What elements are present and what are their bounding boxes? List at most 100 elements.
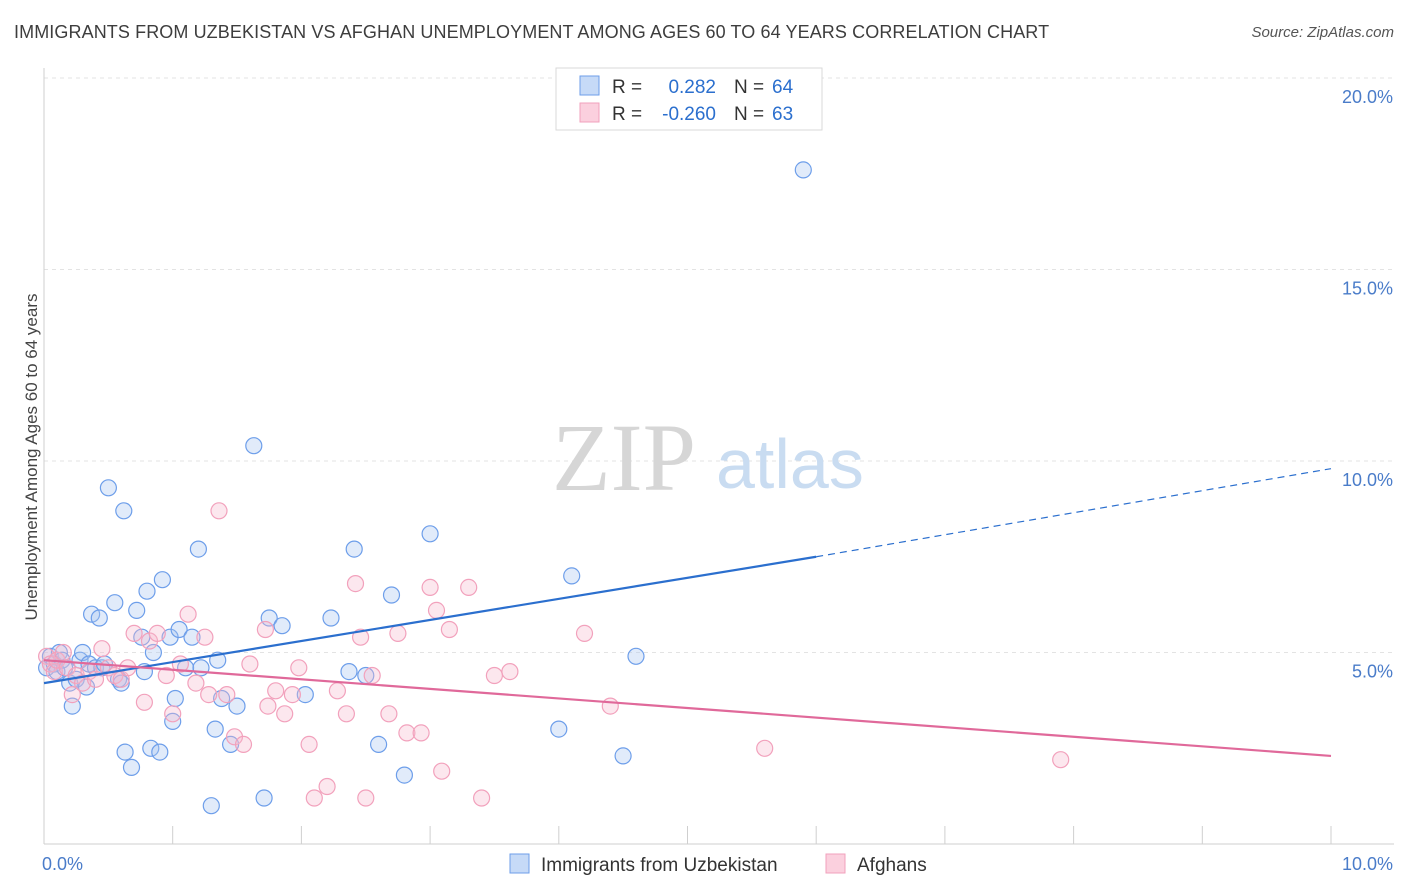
uzbekistan-point: [794, 161, 812, 179]
legend-r-value-1: 0.282: [668, 77, 716, 98]
uzbekistan-point: [122, 758, 141, 777]
uzbekistan-point: [322, 609, 340, 627]
afghan-point: [93, 640, 111, 658]
afghan-point: [290, 659, 308, 677]
afghan-point: [135, 693, 153, 711]
bottom-legend-label-afghans: Afghans: [857, 855, 927, 876]
afghan-point: [300, 735, 318, 754]
legend-n-label-1: N =: [734, 77, 764, 98]
afghan-point: [63, 685, 81, 704]
y-tick-label: 20.0%: [1342, 87, 1393, 107]
afghan-point: [1052, 751, 1070, 769]
axes: [43, 68, 1394, 845]
y-tick-label: 15.0%: [1342, 279, 1393, 299]
afghan-point: [427, 601, 446, 620]
afghan-point: [125, 624, 143, 643]
uzbekistan-point: [183, 628, 201, 646]
legend-box: [555, 67, 823, 131]
uzbekistan-point: [138, 582, 156, 600]
uzbekistan-point: [90, 609, 108, 627]
uzbekistan-point: [370, 735, 388, 754]
legend-r-label-1: R =: [612, 77, 642, 98]
watermark-atlas: atlas: [716, 425, 864, 503]
uzbekistan-point: [192, 659, 210, 677]
afghan-point: [352, 628, 370, 646]
afghan-point: [337, 705, 355, 723]
uzbekistan-point: [614, 747, 632, 765]
afghan-point: [276, 705, 294, 723]
uzbekistan-point: [99, 479, 118, 497]
afghan-point: [164, 705, 182, 723]
uzbekistan-point: [151, 743, 169, 761]
legend-n-value-1: 64: [772, 77, 794, 98]
uzbekistan-point: [245, 437, 263, 455]
y-tick-label: 5.0%: [1352, 662, 1393, 682]
legend-r-value-2: -0.260: [662, 104, 716, 125]
uzbekistan-point: [345, 540, 363, 558]
y-axis-label: Unemployment Among Ages 60 to 64 years: [22, 294, 41, 621]
afghan-point: [218, 685, 236, 704]
afghan-point: [473, 789, 491, 807]
legend-n-label-2: N =: [734, 104, 764, 125]
uzbekistan-point: [128, 601, 146, 620]
afghan-point: [54, 643, 72, 662]
afghan-point: [241, 655, 259, 673]
afghan-point: [179, 605, 197, 623]
uzbekistan-point: [421, 525, 439, 543]
uzbekistan-trend-extension: [816, 468, 1332, 558]
bottom-legend-label-uzbekistan: Immigrants from Uzbekistan: [541, 855, 778, 876]
uzbekistan-point: [550, 720, 568, 738]
y-tick-label: 10.0%: [1342, 470, 1393, 490]
afghan-point: [756, 739, 774, 757]
afghan-point: [601, 697, 619, 715]
uzbekistan-point: [228, 697, 246, 715]
afghan-point: [234, 735, 253, 754]
afghan-point: [357, 789, 375, 807]
afghan-point: [363, 666, 381, 685]
afghan-point: [389, 624, 407, 643]
afghan-point: [398, 724, 416, 742]
legend-r-label-2: R =: [612, 104, 642, 125]
trend-lines: [43, 468, 1332, 758]
afghan-point: [328, 682, 346, 700]
uzbekistan-point: [296, 685, 314, 704]
watermark-zip: ZIP: [552, 404, 696, 511]
uzbekistan-point: [166, 689, 184, 708]
grid: [44, 77, 1394, 653]
afghan-point: [433, 762, 451, 780]
legend-swatch-uzbekistan: [579, 75, 600, 96]
x-tick-label-max: 10.0%: [1342, 854, 1393, 874]
series-legend: Immigrants from Uzbekistan Afghans: [509, 853, 927, 876]
uzbekistan-point: [627, 647, 645, 665]
afghan-point: [259, 697, 277, 715]
source-credit: Source: ZipAtlas.com: [1251, 24, 1394, 41]
uzbekistan-point: [115, 502, 133, 520]
afghan-point: [267, 682, 285, 700]
afghan-point: [485, 666, 503, 685]
uzbekistan-point: [382, 586, 401, 604]
afghan-point: [148, 624, 166, 643]
uzbekistan-trend-line: [43, 555, 817, 685]
uzbekistan-point: [170, 620, 188, 639]
uzbekistan-point: [116, 743, 134, 761]
legend-n-value-2: 63: [772, 104, 793, 125]
x-tick-label-min: 0.0%: [42, 854, 83, 874]
afghan-point: [421, 578, 439, 597]
afghan-point: [256, 620, 274, 639]
uzbekistan-point: [206, 720, 224, 738]
afghan-point: [412, 724, 430, 742]
afghan-point: [440, 620, 458, 639]
uzbekistan-point: [142, 739, 160, 757]
bottom-legend-swatch-uzbekistan: [509, 853, 530, 874]
uzbekistan-point: [202, 797, 220, 815]
bottom-legend-swatch-afghans: [825, 853, 846, 874]
afghan-point: [283, 685, 301, 704]
afghan-point: [210, 502, 228, 520]
uzbekistan-point: [395, 766, 413, 784]
uzbekistan-point: [153, 571, 171, 589]
afghan-point: [460, 578, 478, 597]
afghan-point: [318, 777, 336, 796]
afghan-point: [380, 705, 398, 723]
uzbekistan-point: [273, 617, 291, 635]
